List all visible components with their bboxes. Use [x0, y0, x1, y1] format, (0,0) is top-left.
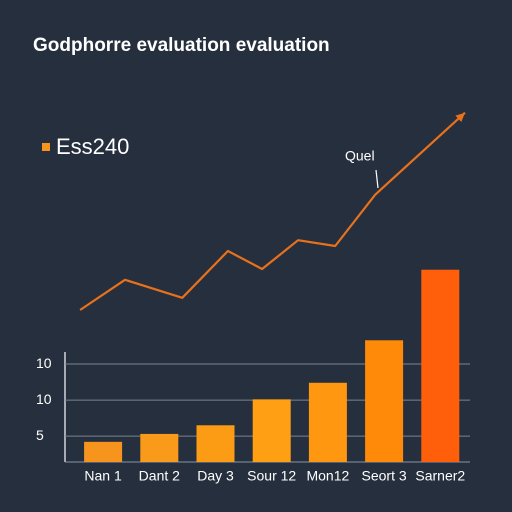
legend-label: Ess240 — [56, 134, 129, 159]
y-tick-label: 10 — [36, 355, 52, 371]
arrow-head — [455, 112, 465, 122]
chart-title: Godphorre evaluation evaluation — [33, 35, 330, 56]
x-tick-label: Sarner2 — [415, 468, 465, 484]
x-tick-label: Mon12 — [306, 468, 349, 484]
bar — [196, 425, 235, 462]
x-tick-label: Seort 3 — [362, 468, 407, 484]
x-tick-label: Day 3 — [197, 468, 234, 484]
bar — [252, 399, 291, 462]
bar — [365, 340, 404, 462]
bar — [84, 441, 123, 462]
annotation: Quel — [345, 148, 375, 164]
y-tick-label: 10 — [36, 391, 52, 407]
line — [79, 111, 466, 311]
x-tick-label: Dant 2 — [139, 468, 180, 484]
x-tick-label: Sour 12 — [247, 468, 296, 484]
bar — [140, 433, 179, 462]
bar — [308, 382, 347, 462]
y-tick-label: 5 — [36, 427, 44, 443]
annotation-line — [375, 169, 379, 189]
x-tick-label: Nan 1 — [84, 468, 122, 484]
legend-swatch — [42, 143, 50, 151]
bar — [421, 269, 460, 462]
